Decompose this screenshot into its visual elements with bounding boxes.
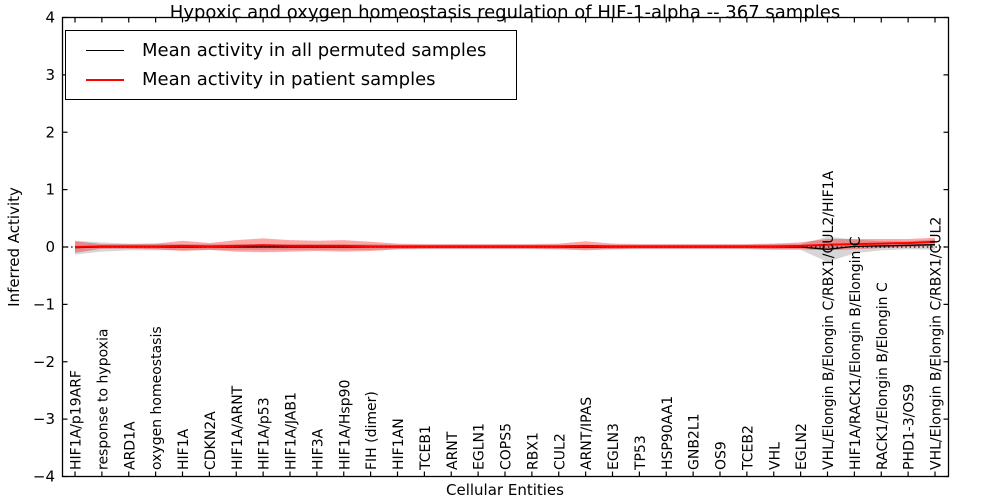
x-tick-label: HIF1A/Hsp90 [337,380,353,470]
x-tick-label: OS9 [714,441,730,470]
legend-entry: Mean activity in patient samples [66,65,516,94]
x-ticks [74,17,936,477]
x-tick-label: VHL/Elongin B/Elongin C/RBX1/CUL2 [929,217,945,470]
x-tick-labels: HIF1A/p19ARF response to hypoxia ARD1A oxyg… [69,170,945,471]
x-tick-label: HIF1A/p53 [257,397,273,470]
legend-line-sample [86,78,124,81]
y-tick-label: −1 [33,295,55,313]
y-tick-label: 4 [45,9,55,27]
x-tick-label: GNB2L1 [687,413,703,470]
y-tick-label: −3 [33,410,55,428]
mean-lines [74,240,936,250]
x-tick-label: ARNT/IPAS [579,397,595,470]
x-tick-label: TP53 [633,435,649,471]
x-tick-label: HIF1A/p19ARF [69,370,85,470]
x-tick-label: EGLN2 [794,423,810,470]
y-tick-label: 1 [45,181,55,199]
x-tick-label: VHL/Elongin B/Elongin C/RBX1/CUL2/HIF1A [821,170,837,470]
x-tick-label: HIF1A [176,428,192,470]
x-tick-label: COPS5 [499,423,515,470]
x-tick-label: CDKN2A [203,411,219,470]
x-tick-label: HIF1A/RACK1/Elongin B/Elongin C [848,236,864,470]
y-tick-labels: 4 3 2 1 0 −1 −2 −3 −4 [33,9,55,486]
x-tick-label: HIF1A/ARNT [230,385,246,470]
line-patient [74,240,936,248]
y-tick-label: 0 [45,238,55,256]
x-tick-label: ARD1A [122,421,138,470]
x-tick-label: HSP90AA1 [660,396,676,470]
y-tick-label: 2 [45,123,55,141]
x-tick-label: HIF1A/JAB1 [284,392,300,470]
x-tick-label: TCEB1 [418,425,434,471]
x-tick-label: ARNT [445,431,461,470]
x-tick-label: TCEB2 [740,425,756,471]
y-tick-label: 3 [45,66,55,84]
legend-entry: Mean activity in all permuted samples [66,36,516,65]
band-patient [75,237,935,253]
x-tick-label: HIF3A [310,428,326,470]
x-tick-label: RBX1 [525,432,541,470]
uncertainty-bands [75,236,935,262]
x-tick-label: CUL2 [552,433,568,470]
x-axis-label: Cellular Entities [446,481,564,499]
x-tick-label: HIF1AN [391,418,407,470]
x-tick-label: FIH (dimer) [364,391,380,470]
legend-box: Mean activity in all permuted samples Mea… [65,30,517,100]
x-tick-label: EGLN3 [606,423,622,470]
legend-label: Mean activity in patient samples [142,69,436,90]
x-tick-label: oxygen homeostasis [149,326,165,470]
x-tick-label: response to hypoxia [95,329,111,470]
x-tick-label: RACK1/Elongin B/Elongin C [875,282,891,470]
y-tick-label: −2 [33,353,55,371]
band-permuted [75,236,935,262]
legend-line-sample [86,50,124,51]
x-tick-label: PHD1-3/OS9 [902,384,918,470]
legend-label: Mean activity in all permuted samples [142,40,487,61]
x-tick-label: EGLN1 [472,423,488,470]
x-tick-label: VHL [767,442,783,470]
y-tick-label: −4 [33,468,55,486]
